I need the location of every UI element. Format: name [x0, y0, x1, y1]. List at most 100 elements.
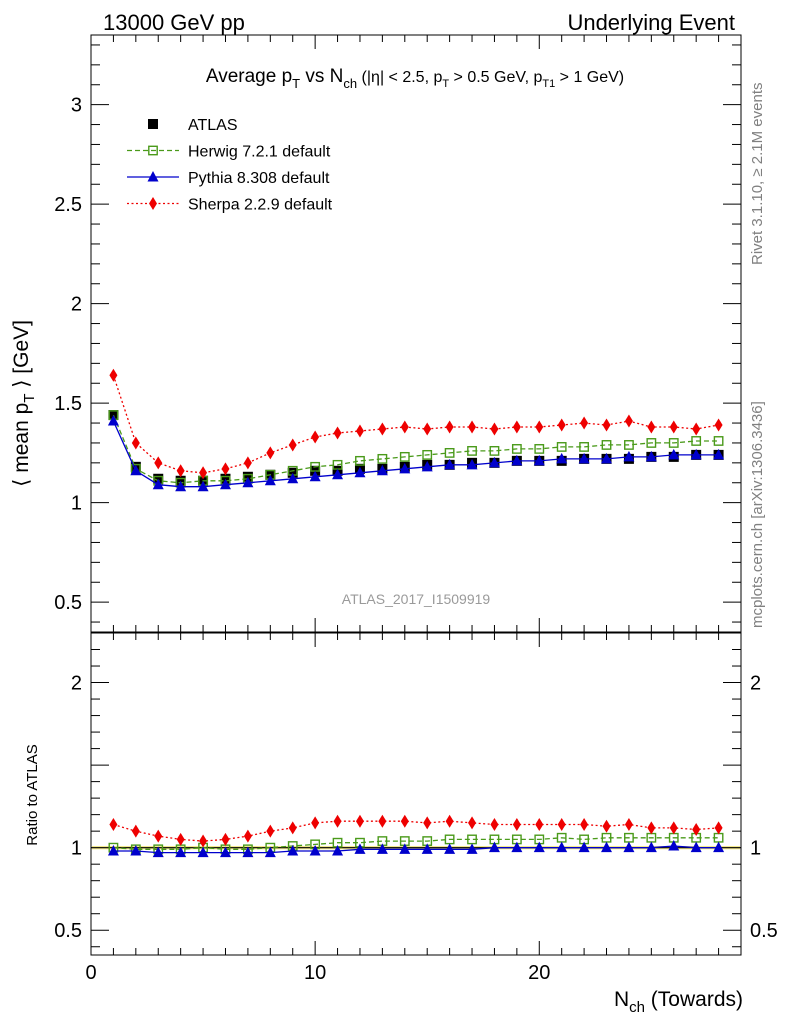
pythia-point — [376, 464, 388, 476]
pythia-point — [130, 464, 142, 476]
ratio-plot-series — [91, 814, 741, 858]
sherpa-point — [355, 424, 364, 438]
sherpa-point — [266, 446, 275, 460]
y-tick-label: 1 — [71, 493, 82, 515]
sherpa-point — [288, 821, 297, 835]
legend-label: Herwig 7.2.1 default — [188, 144, 331, 161]
sherpa-point — [512, 818, 521, 832]
pythia-point — [264, 846, 276, 858]
sherpa-point — [557, 418, 566, 432]
sherpa-point — [445, 814, 454, 828]
herwig-point — [422, 449, 433, 460]
sherpa-point — [490, 422, 499, 436]
x-axis-label: Nch (Towards) — [614, 988, 743, 1016]
pythia-point — [332, 468, 344, 480]
pythia-point — [421, 843, 433, 854]
main-plot-frame — [90, 34, 742, 633]
sherpa-point — [333, 814, 342, 828]
herwig-point — [148, 145, 158, 156]
y-tick-label: 2 — [71, 294, 82, 316]
sherpa-point — [602, 418, 611, 432]
y-tick-label: 1 — [71, 838, 82, 860]
x-tick-label: 20 — [528, 962, 550, 984]
pythia-point — [147, 171, 159, 182]
pythia-point — [242, 846, 254, 858]
pythia-point — [399, 843, 411, 854]
main-plot-title: Average pT vs Nch (|η| < 2.5, pT > 0.5 G… — [206, 66, 624, 91]
pythia-point — [511, 841, 523, 853]
pythia-point — [623, 450, 635, 462]
y-tick-label: 0.5 — [54, 592, 82, 614]
sherpa-point — [535, 420, 544, 434]
sherpa-point — [624, 818, 633, 832]
pythia-point — [309, 470, 321, 482]
sherpa-point — [154, 829, 163, 843]
header-left: 13000 GeV pp — [103, 10, 245, 35]
sherpa-point — [266, 824, 275, 838]
herwig-point — [377, 453, 388, 464]
pythia-point — [533, 841, 545, 853]
y-tick-label-right: 1 — [750, 838, 761, 860]
pythia-point — [107, 844, 119, 856]
sherpa-point — [149, 197, 157, 210]
herwig-point — [355, 455, 365, 466]
pythia-point — [690, 448, 702, 460]
sherpa-point — [624, 414, 633, 428]
sherpa-point — [692, 823, 701, 837]
series-line — [113, 845, 719, 854]
pythia-point — [444, 458, 456, 470]
sherpa-point — [109, 818, 118, 832]
sherpa-point — [199, 466, 208, 480]
pythia-point — [578, 841, 590, 853]
pythia-point — [690, 841, 702, 853]
pythia-point — [219, 478, 231, 490]
series-line — [113, 820, 719, 842]
sherpa-point — [176, 464, 185, 478]
sherpa-point — [199, 834, 208, 848]
herwig-point — [467, 446, 477, 456]
herwig-point — [601, 440, 612, 450]
y-tick-label: 3 — [71, 95, 82, 117]
x-tick-label: 0 — [85, 962, 96, 984]
pythia-point — [556, 841, 568, 853]
sherpa-point — [580, 416, 589, 430]
sherpa-point — [400, 814, 409, 828]
y-tick-label: 2.5 — [54, 194, 82, 216]
pythia-point — [488, 456, 500, 468]
pythia-point — [152, 846, 164, 858]
legend-label: ATLAS — [188, 117, 238, 134]
pythia-point — [668, 840, 680, 851]
sherpa-point — [131, 824, 140, 838]
sherpa-point — [109, 368, 118, 382]
herwig-point — [399, 451, 410, 462]
main-plot: 0.5 1 1.5 2 2.5 3 — [54, 34, 742, 633]
atlas-data-point — [148, 119, 158, 129]
sherpa-point — [647, 821, 656, 835]
sherpa-point — [131, 436, 140, 450]
herwig-point — [624, 440, 634, 450]
sherpa-point — [714, 821, 723, 835]
pythia-point — [130, 844, 142, 856]
herwig-point — [579, 442, 590, 452]
pythia-point — [601, 452, 613, 464]
sherpa-point — [692, 422, 701, 436]
series-line — [112, 375, 719, 474]
main-y-axis-label: ⟨ mean pT ⟩ [GeV] — [10, 320, 38, 487]
sherpa-point — [243, 456, 252, 470]
sherpa-point — [580, 818, 589, 832]
sherpa-point — [669, 420, 678, 434]
series-line — [113, 837, 719, 850]
x-tick-label: 10 — [304, 962, 326, 984]
sherpa-point — [468, 420, 477, 434]
sherpa-point — [176, 832, 185, 846]
pythia-point — [511, 454, 523, 466]
herwig-point — [668, 438, 679, 448]
herwig-point — [713, 436, 724, 446]
y-tick-label: 2 — [71, 673, 82, 695]
pythia-point — [466, 843, 478, 854]
herwig-point — [691, 436, 702, 446]
pythia-point — [421, 460, 433, 472]
legend-label: Pythia 8.308 default — [188, 170, 330, 187]
y-tick-label: 0.5 — [54, 920, 82, 942]
